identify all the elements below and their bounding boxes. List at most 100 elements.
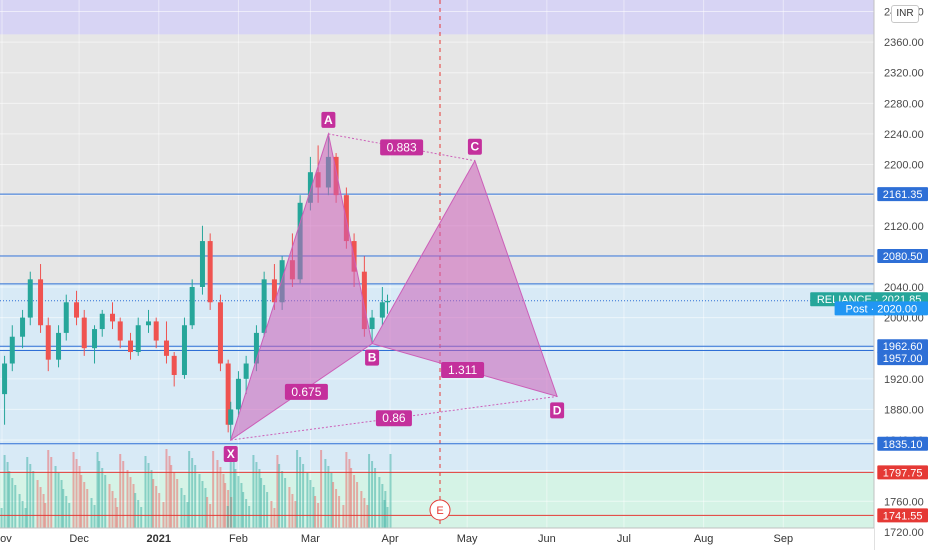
- volume-bar: [62, 489, 65, 528]
- point-label-x: X: [227, 447, 235, 461]
- volume-bar: [242, 492, 245, 528]
- candle-body: [153, 321, 159, 341]
- volume-bar: [371, 461, 374, 528]
- price-tag-label: 1962.60: [883, 341, 923, 353]
- event-marker-label: E: [436, 505, 443, 517]
- volume-bar: [201, 481, 204, 528]
- point-label-a: A: [324, 113, 333, 127]
- volume-bar: [342, 505, 345, 528]
- volume-bar: [332, 482, 335, 528]
- candle-body: [27, 279, 33, 318]
- candle-body: [271, 279, 277, 303]
- volume-bar: [24, 508, 27, 528]
- y-tick-label: 2280.00: [884, 98, 924, 110]
- volume-bar: [216, 460, 219, 528]
- pattern-dotted-ac: [328, 133, 475, 162]
- candle-body: [45, 325, 51, 360]
- volume-bar: [291, 494, 294, 528]
- y-tick-label: 2200.00: [884, 160, 924, 172]
- time-axis-bg: [0, 528, 874, 550]
- volume-bar: [248, 506, 251, 528]
- volume-bar: [212, 451, 215, 528]
- candle-body: [63, 302, 69, 333]
- price-tag-bg: [834, 301, 928, 316]
- volume-bar: [306, 473, 309, 528]
- volume-bar: [183, 495, 186, 528]
- volume-bar: [194, 465, 197, 528]
- candle-body: [20, 317, 26, 337]
- volume-bar: [50, 457, 53, 528]
- price-tag-bg: [877, 436, 928, 451]
- candle-body: [189, 286, 195, 326]
- candle-body: [235, 378, 241, 410]
- volume-bar: [111, 491, 114, 528]
- price-axis-bg: [874, 0, 932, 550]
- price-tag-bg: [877, 465, 928, 480]
- candle-body: [145, 321, 151, 326]
- x-tick-label: Mar: [301, 533, 320, 545]
- point-label-d: D: [553, 403, 562, 417]
- volume-bar: [206, 497, 209, 528]
- currency-button[interactable]: INR: [891, 5, 919, 23]
- ratio-label-1-311-bg: [441, 362, 485, 379]
- candle-body: [92, 329, 98, 349]
- volume-bar: [126, 470, 129, 528]
- event-marker[interactable]: [429, 499, 451, 521]
- volume-bar: [188, 451, 191, 528]
- volume-bar: [258, 469, 261, 528]
- volume-bar: [129, 477, 132, 528]
- ratio-label-0-675-bg: [284, 383, 328, 400]
- candle-body: [369, 317, 375, 330]
- volume-bar: [65, 496, 68, 528]
- volume-bar: [227, 490, 230, 528]
- volume-bar: [296, 450, 299, 528]
- volume-bar: [278, 464, 281, 528]
- volume-bar: [144, 456, 147, 528]
- x-tick-label: Nov: [0, 533, 12, 545]
- volume-bar: [137, 500, 140, 528]
- point-label-x-bg: [223, 446, 238, 463]
- volume-bar: [26, 457, 29, 528]
- x-tick-label: Apr: [382, 533, 399, 545]
- candle-body: [361, 271, 367, 330]
- volume-bar: [191, 458, 194, 528]
- volume-bar: [11, 478, 14, 528]
- y-tick-label: 2120.00: [884, 221, 924, 233]
- volume-bar: [263, 485, 266, 528]
- volume-bar: [152, 479, 155, 528]
- volume-bar: [335, 489, 338, 528]
- x-tick-label: Jul: [617, 533, 631, 545]
- candle-body: [74, 302, 80, 318]
- volume-bar: [96, 452, 99, 528]
- x-tick-label: 2021: [147, 533, 171, 545]
- point-label-c-bg: [467, 138, 482, 155]
- volume-bar: [101, 468, 104, 528]
- volume-bar: [226, 506, 229, 528]
- harmonic-pattern[interactable]: X A B C D 0.675 0.883 1.311 0.86: [223, 111, 565, 463]
- volume-bar: [312, 487, 315, 528]
- volume-bar: [57, 473, 60, 528]
- volume-bar: [8, 471, 11, 528]
- volume-bar: [21, 501, 24, 528]
- volume-bar: [165, 449, 168, 528]
- volume-bar: [345, 452, 348, 528]
- candle-body: [171, 355, 177, 375]
- price-tag-label: 1797.75: [883, 467, 923, 479]
- volume-bar: [270, 501, 273, 528]
- x-tick-label: May: [457, 533, 478, 545]
- volume-bar: [114, 498, 117, 528]
- y-tick-label: 1880.00: [884, 404, 924, 416]
- volume-bar: [86, 489, 89, 528]
- volume-bar: [134, 493, 137, 528]
- volume-bar: [281, 471, 284, 528]
- volume-bar: [78, 466, 81, 528]
- volume-bar: [384, 491, 387, 528]
- volume-bar: [32, 471, 35, 528]
- price-tag-label: 1835.10: [883, 439, 923, 451]
- candle-body: [307, 172, 313, 203]
- volume-bar: [366, 505, 369, 528]
- candle-body: [228, 409, 234, 425]
